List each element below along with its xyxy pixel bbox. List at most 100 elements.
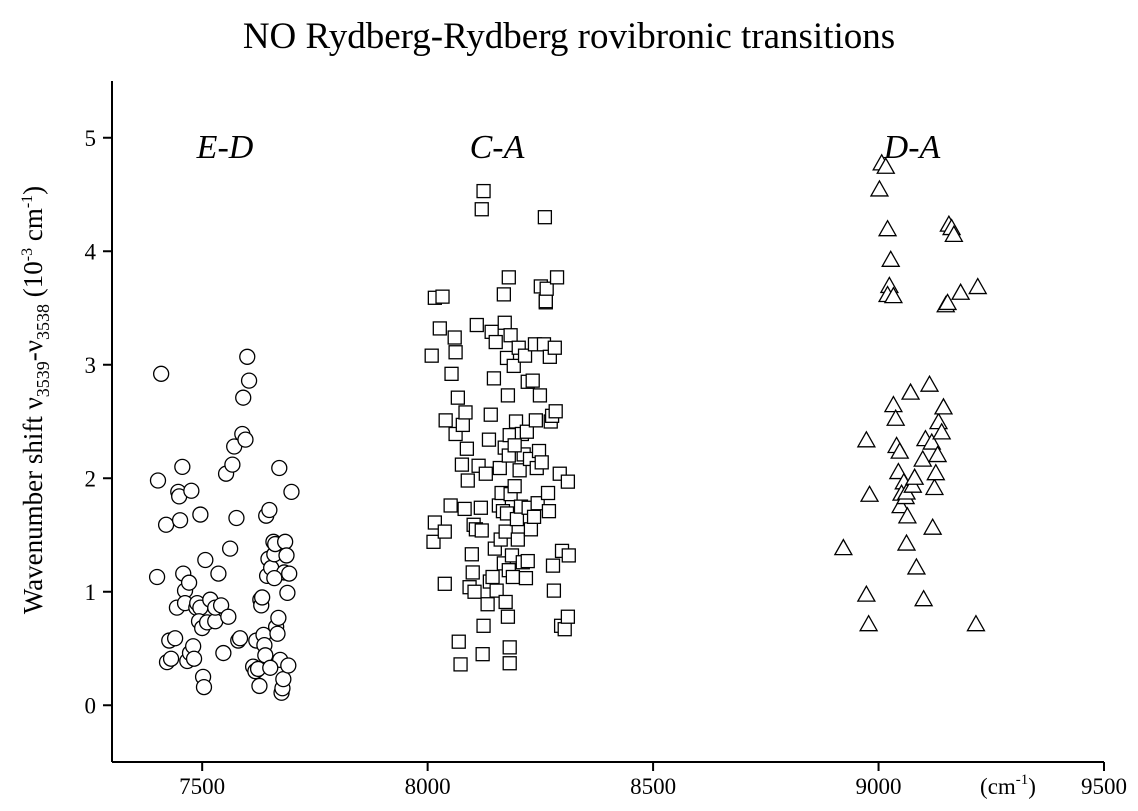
point (906, 557, 927, 575)
point (919, 374, 940, 392)
point (437, 524, 452, 539)
point (435, 289, 450, 304)
label-part: ) (18, 186, 48, 195)
point (537, 210, 553, 225)
series-annotation: D-A (883, 129, 941, 166)
point (281, 565, 298, 582)
y-axis-label: Wavenumber shift ν3539-ν3538 (10-3 cm-1) (18, 186, 53, 614)
point (197, 551, 214, 569)
point (254, 589, 271, 606)
point (192, 506, 209, 523)
point (237, 431, 254, 448)
point (886, 408, 906, 426)
point (278, 547, 295, 564)
point (157, 516, 175, 533)
point (212, 597, 230, 614)
point (928, 412, 949, 430)
y-tick-label: 0 (85, 693, 97, 718)
label-part: (cm (980, 774, 1016, 799)
point (269, 625, 286, 642)
series-annotation: E-D (196, 129, 254, 166)
point (500, 609, 516, 624)
point (444, 366, 459, 381)
point (476, 618, 491, 633)
point (451, 634, 466, 649)
point (922, 432, 942, 450)
point (195, 678, 213, 696)
point (883, 395, 904, 413)
point (453, 657, 468, 672)
point (534, 455, 549, 470)
point (501, 270, 516, 285)
point (926, 463, 946, 481)
point (478, 466, 493, 481)
point (503, 328, 518, 343)
point (538, 294, 553, 309)
point (171, 512, 189, 529)
point (560, 474, 576, 489)
point (467, 584, 482, 599)
point (548, 404, 563, 419)
point (185, 650, 203, 667)
point (545, 558, 561, 573)
point (557, 622, 572, 637)
point (485, 569, 500, 585)
point (859, 614, 879, 632)
label-part: cm (18, 208, 48, 248)
point (275, 670, 292, 688)
point (877, 219, 898, 237)
point (883, 286, 904, 304)
point (518, 570, 534, 586)
point (497, 315, 512, 330)
point (549, 270, 565, 285)
point (856, 584, 876, 602)
point (932, 422, 952, 440)
chart-title: NO Rydberg-Rydberg rovibronic transition… (243, 16, 895, 57)
point (235, 389, 252, 406)
point (251, 677, 268, 695)
point (166, 630, 184, 647)
point (481, 432, 497, 447)
point (512, 463, 527, 478)
point (509, 511, 525, 527)
point (261, 501, 278, 519)
point (283, 483, 300, 501)
point (532, 388, 548, 403)
point (950, 282, 971, 300)
point (520, 553, 535, 569)
point (897, 506, 918, 524)
point (474, 202, 489, 217)
point (507, 479, 522, 494)
label-sup: -1 (19, 195, 36, 208)
point (905, 467, 925, 485)
y-tick-label: 2 (85, 466, 97, 491)
point (505, 569, 521, 585)
point (162, 650, 180, 667)
label-part: (10 (18, 261, 48, 304)
point (486, 371, 502, 386)
point (547, 340, 562, 355)
point (933, 397, 954, 415)
point (968, 277, 988, 295)
point (280, 657, 297, 674)
point (239, 348, 256, 365)
point (507, 438, 522, 453)
point (457, 501, 472, 517)
point (913, 449, 933, 467)
x-tick-label: 9000 (856, 774, 902, 799)
point (881, 250, 901, 267)
point (483, 407, 498, 422)
point (890, 441, 910, 459)
point (540, 485, 556, 501)
point (174, 458, 191, 476)
point (859, 484, 880, 502)
point (474, 523, 489, 538)
point (869, 179, 890, 197)
point (220, 608, 237, 625)
point (510, 532, 525, 547)
series-annotation: C-A (470, 129, 525, 166)
point (927, 445, 948, 463)
point (215, 644, 232, 662)
label-part: ) (1028, 774, 1036, 799)
